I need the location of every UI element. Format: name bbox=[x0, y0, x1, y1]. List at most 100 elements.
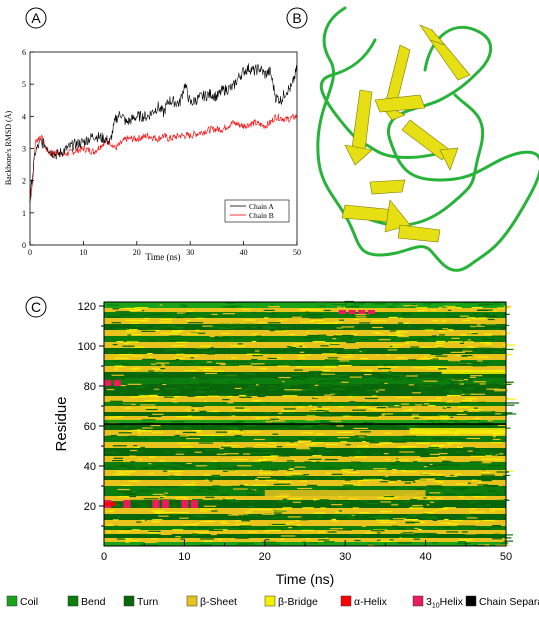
dssp-cell bbox=[305, 538, 311, 540]
dssp-cell bbox=[128, 435, 137, 437]
dssp-cell bbox=[199, 382, 211, 384]
dssp-cell bbox=[305, 443, 317, 446]
dssp-event-h310 bbox=[104, 380, 112, 386]
dssp-cell bbox=[242, 453, 251, 455]
dssp-cell bbox=[115, 366, 126, 368]
dssp-cell bbox=[436, 414, 440, 416]
dssp-cell bbox=[325, 342, 337, 344]
dssp-cell bbox=[117, 531, 131, 533]
dssp-cell bbox=[326, 402, 334, 404]
dssp-cell bbox=[427, 485, 442, 487]
rmsd-y-tick-label: 3 bbox=[22, 145, 26, 154]
dssp-cell bbox=[352, 507, 359, 509]
dssp-cell bbox=[409, 507, 422, 509]
dssp-cell bbox=[391, 504, 399, 506]
dssp-cell bbox=[279, 348, 284, 350]
dssp-cell bbox=[270, 418, 279, 420]
dssp-cell bbox=[401, 517, 410, 519]
dssp-cell bbox=[395, 412, 408, 414]
dssp-cell bbox=[110, 377, 117, 379]
dssp-cell bbox=[388, 502, 400, 504]
dssp-cell bbox=[193, 515, 203, 517]
dssp-cell bbox=[227, 324, 232, 327]
dssp-cell bbox=[475, 316, 488, 318]
dssp-cell bbox=[406, 425, 415, 427]
dssp-cell bbox=[139, 351, 148, 353]
dssp-cell bbox=[270, 306, 280, 308]
dssp-y-tick-label: 120 bbox=[78, 301, 96, 313]
dssp-cell bbox=[453, 392, 457, 394]
legend-swatch-sep bbox=[465, 595, 477, 607]
dssp-cell bbox=[459, 362, 468, 364]
dssp-cell bbox=[262, 327, 277, 329]
dssp-cell bbox=[438, 415, 449, 417]
dssp-cell bbox=[255, 444, 267, 446]
dssp-cell bbox=[492, 524, 501, 527]
dssp-cell bbox=[251, 359, 258, 361]
dssp-cell bbox=[126, 333, 142, 336]
dssp-cell bbox=[141, 330, 156, 332]
dssp-cell bbox=[364, 397, 378, 400]
dssp-cell bbox=[139, 544, 144, 546]
dssp-cell bbox=[289, 498, 302, 500]
dssp-band-sheet bbox=[104, 456, 506, 462]
dssp-cell bbox=[203, 505, 217, 507]
dssp-cell bbox=[417, 309, 423, 312]
dssp-cell bbox=[215, 467, 228, 470]
legend-swatch-h310 bbox=[412, 595, 424, 607]
dssp-cell bbox=[112, 519, 119, 521]
dssp-cell bbox=[403, 439, 416, 441]
dssp-cell bbox=[253, 460, 267, 462]
dssp-cell bbox=[501, 470, 514, 472]
dssp-cell bbox=[368, 544, 374, 546]
dssp-cell bbox=[129, 455, 136, 457]
dssp-cell bbox=[340, 431, 353, 433]
dssp-cell bbox=[360, 431, 372, 433]
dssp-cell bbox=[240, 378, 251, 380]
dssp-cell bbox=[305, 311, 309, 313]
dssp-cell bbox=[287, 516, 302, 518]
dssp-cell bbox=[290, 422, 296, 424]
dssp-cell bbox=[451, 337, 460, 339]
dssp-cell bbox=[450, 382, 454, 384]
dssp-cell bbox=[341, 338, 347, 341]
dssp-cell bbox=[114, 328, 129, 330]
dssp-cell bbox=[381, 414, 385, 416]
dssp-cell bbox=[485, 534, 491, 536]
strand-3 bbox=[351, 89, 373, 151]
legend-label-text: α-Helix bbox=[354, 596, 388, 608]
dssp-cell bbox=[319, 305, 326, 307]
dssp-cell bbox=[385, 373, 391, 375]
dssp-cell bbox=[483, 484, 499, 487]
dssp-cell bbox=[199, 544, 212, 546]
dssp-y-tick-label: 60 bbox=[84, 421, 96, 433]
dssp-cell bbox=[385, 458, 390, 461]
dssp-cell bbox=[341, 381, 349, 383]
dssp-cell bbox=[426, 399, 441, 402]
dssp-cell bbox=[388, 481, 395, 483]
dssp-cell bbox=[105, 511, 113, 513]
dssp-cell bbox=[432, 422, 436, 424]
dssp-cell bbox=[159, 499, 173, 501]
dssp-cell bbox=[470, 501, 480, 503]
dssp-cell bbox=[400, 445, 416, 448]
dssp-cell bbox=[164, 348, 179, 350]
dssp-cell bbox=[210, 434, 224, 436]
dssp-cell bbox=[293, 343, 304, 345]
dssp-cell bbox=[354, 539, 361, 542]
dssp-cell bbox=[117, 488, 130, 491]
dssp-cell bbox=[457, 539, 468, 541]
dssp-cell bbox=[473, 496, 487, 498]
dssp-cell bbox=[282, 498, 288, 500]
dssp-cell bbox=[275, 495, 289, 497]
dssp-cell bbox=[121, 363, 129, 365]
dssp-cell bbox=[157, 373, 164, 375]
dssp-cell bbox=[323, 421, 335, 423]
dssp-cell bbox=[401, 312, 409, 314]
dssp-cell bbox=[439, 334, 446, 336]
dssp-cell bbox=[150, 363, 157, 365]
dssp-cell bbox=[272, 357, 282, 359]
dssp-cell bbox=[317, 322, 330, 324]
dssp-cell bbox=[173, 326, 184, 329]
legend-swatch-turn bbox=[123, 595, 135, 607]
